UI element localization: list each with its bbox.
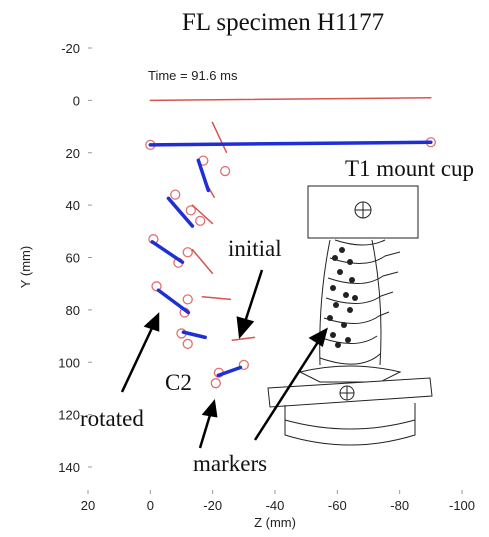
line-segment [216, 365, 243, 378]
annotation: rotated [80, 406, 144, 431]
marker [219, 165, 231, 177]
line-segment [191, 204, 214, 225]
line-segment [149, 97, 432, 102]
line-segment [166, 196, 195, 228]
x-tick-label: -80 [390, 498, 409, 513]
marker [170, 189, 181, 200]
y-tick-label: 0 [73, 93, 80, 108]
y-tick-label: 140 [58, 460, 80, 475]
annotation: Time = 91.6 ms [148, 68, 238, 83]
marker [182, 247, 193, 258]
line-segment [231, 336, 256, 342]
y-axis-label: Y (mm) [18, 246, 33, 288]
y-tick-label: 80 [66, 303, 80, 318]
annotation: C2 [165, 370, 192, 395]
line-segment [191, 248, 214, 274]
marker [182, 338, 193, 350]
line-segment [196, 158, 211, 193]
x-tick-label: 20 [81, 498, 95, 513]
x-tick-label: -40 [266, 498, 285, 513]
y-tick-label: 20 [66, 146, 80, 161]
marker [210, 378, 221, 389]
marker [195, 215, 206, 226]
y-tick-label: 100 [58, 355, 80, 370]
x-axis-label: Z (mm) [254, 515, 296, 530]
x-tick-label: -60 [328, 498, 347, 513]
line-segment [181, 330, 207, 340]
x-tick-label: 0 [147, 498, 154, 513]
annotation: T1 mount cup [345, 156, 474, 181]
x-tick-label: -100 [449, 498, 475, 513]
marker [185, 205, 197, 216]
specimen-drawing [267, 185, 433, 446]
y-tick-label: 120 [58, 408, 80, 423]
x-tick-label: -20 [203, 498, 222, 513]
y-tick-label: 60 [66, 251, 80, 266]
line-segment [156, 288, 191, 315]
annotation: initial [228, 236, 282, 261]
annotation: markers [193, 451, 267, 476]
marker [238, 359, 249, 371]
marker [151, 281, 162, 292]
arrows [120, 269, 328, 449]
line-segment [211, 121, 228, 153]
chart-title: FL specimen H1177 [182, 9, 384, 36]
y-tick-label: 40 [66, 198, 80, 213]
line-segment [201, 296, 232, 301]
marker [182, 294, 193, 305]
line-segment [150, 240, 185, 264]
line-segment [148, 140, 433, 147]
y-tick-label: -20 [61, 41, 80, 56]
